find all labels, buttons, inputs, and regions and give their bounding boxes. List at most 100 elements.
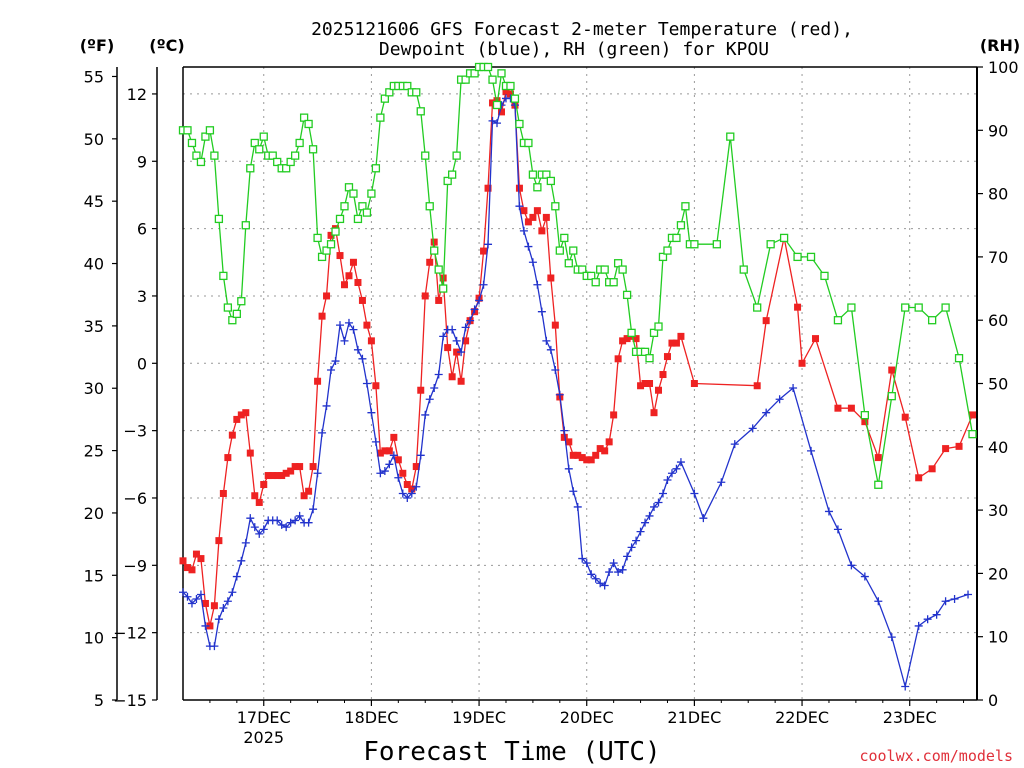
rh-point (515, 119, 524, 129)
temperature-point (663, 353, 671, 361)
rh-point (874, 480, 883, 489)
temperature-point (444, 344, 452, 352)
rh-point (555, 246, 564, 255)
rh-point (259, 132, 268, 141)
rh-point (255, 145, 264, 154)
rh-point (290, 151, 300, 160)
dewpoint-point (183, 592, 192, 601)
dewpoint-point (380, 467, 389, 476)
temperature-point (179, 557, 187, 565)
rh-point (273, 157, 282, 167)
rh-point (627, 328, 636, 338)
dewpoint-point (313, 469, 322, 478)
rh-point (497, 69, 506, 78)
fahrenheit-tick-label: 5 (94, 691, 104, 710)
dewpoint-point (676, 458, 685, 467)
dewpoint-point (470, 305, 479, 314)
rh-tick-label: 40 (988, 438, 1008, 457)
chart-title-line1: 2025121606 GFS Forecast 2-meter Temperat… (311, 19, 853, 40)
dewpoint-point (439, 332, 448, 341)
temperature-point (915, 474, 923, 482)
temperature-point (690, 380, 698, 387)
dewpoint-point (950, 594, 959, 603)
temperature-point (578, 454, 586, 462)
dewpoint-point (394, 473, 403, 482)
rh-point (295, 138, 304, 148)
dewpoint-point (551, 366, 560, 375)
dewpoint-point (730, 440, 739, 449)
chart-axes (182, 66, 977, 701)
rh-point (241, 221, 250, 230)
temperature-point (264, 472, 272, 480)
celsius-tick-label: −3 (123, 422, 147, 441)
dewpoint-point (528, 258, 537, 267)
rh-point (524, 138, 533, 148)
rh-point (820, 271, 829, 281)
temperature-point (762, 317, 770, 325)
temperature-point (655, 386, 663, 394)
temperature-point (480, 247, 488, 255)
dewpoint-point (416, 451, 425, 460)
dewpoint-point (232, 572, 241, 581)
dewpoint-point (192, 594, 201, 603)
rh-point (439, 284, 448, 293)
temperature-point (502, 88, 510, 96)
temperature-point (888, 366, 896, 374)
rh-point (201, 132, 210, 141)
rh-point (914, 303, 923, 312)
temperature-point (646, 380, 654, 387)
temperature-point (363, 321, 371, 329)
rh-tick-label: 10 (988, 628, 1008, 647)
dewpoint-point (618, 565, 627, 574)
dewpoint-point (555, 390, 564, 399)
temperature-point (421, 292, 429, 300)
temperature-point (538, 227, 546, 235)
dewpoint-point (582, 559, 591, 568)
temperature-point (305, 487, 313, 495)
rh-point (210, 151, 219, 160)
temperature-point (583, 456, 591, 464)
temperature-point (349, 258, 357, 266)
dewpoint-point (546, 345, 555, 354)
dewpoint-point (860, 572, 869, 581)
temperature-point (542, 213, 550, 221)
dewpoint-point (569, 487, 578, 496)
dewpoint-point (412, 482, 421, 491)
rh-point (371, 164, 381, 173)
temperature-point (515, 184, 523, 192)
temperature-point (547, 274, 555, 282)
dewpoint-point (228, 588, 237, 597)
dewpoint-point (179, 588, 187, 597)
temperature-point (233, 415, 241, 423)
dewpoint-point (667, 469, 676, 478)
time-tick-label: 22DEC (775, 708, 829, 727)
celsius-tick-label: −9 (123, 556, 147, 575)
rh-point (600, 265, 609, 274)
temperature-point (296, 463, 304, 471)
dewpoint-point (344, 318, 353, 327)
temperature-point (197, 555, 205, 563)
rh-point (344, 183, 354, 192)
temperature-point (928, 465, 936, 473)
rh-point (349, 189, 358, 198)
rh-point (232, 309, 241, 319)
celsius-tick-label: −12 (113, 624, 147, 643)
temperature-point (242, 409, 250, 417)
temperature-point (672, 339, 680, 347)
rh-point (569, 246, 578, 255)
dewpoint-point (699, 514, 708, 523)
celsius-tick-label: −6 (123, 489, 147, 508)
dewpoint-line (182, 97, 969, 687)
temperature-point (390, 433, 398, 441)
temperature-point (798, 359, 806, 367)
temperature-point (345, 272, 353, 280)
dewpoint-point (641, 518, 650, 527)
dewpoint-point (219, 603, 228, 612)
rh-point (403, 81, 412, 91)
dewpoint-point (475, 296, 484, 305)
dewpoint-point (623, 552, 632, 561)
dewpoint-point (591, 574, 600, 583)
temperature-point (183, 564, 191, 572)
rh-tick-label: 70 (988, 248, 1008, 267)
rh-point (618, 265, 627, 274)
